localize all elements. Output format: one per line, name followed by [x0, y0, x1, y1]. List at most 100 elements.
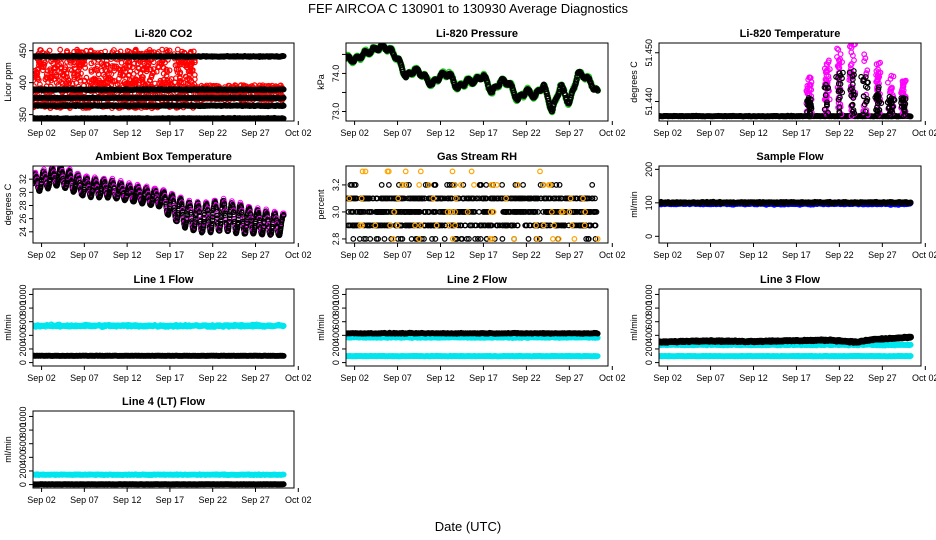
data-point	[93, 179, 100, 185]
data-point	[125, 80, 132, 87]
panel-frame	[32, 42, 295, 122]
data-point	[885, 79, 891, 86]
x-tick-label: Oct 02	[599, 128, 626, 138]
panel-frame	[345, 42, 609, 122]
data-point	[126, 72, 133, 79]
data-point	[147, 66, 154, 73]
data-point	[875, 60, 882, 67]
data-point	[805, 102, 812, 109]
data-point	[83, 173, 90, 179]
data-point	[847, 62, 854, 69]
data-point	[850, 91, 857, 98]
data-point	[807, 74, 813, 81]
data-point	[834, 112, 841, 119]
x-tick-label: Sep 02	[27, 128, 56, 138]
data-point	[109, 63, 116, 69]
plot-area	[33, 166, 287, 239]
data-point	[875, 84, 882, 90]
data-point	[825, 84, 831, 91]
data-point	[130, 70, 137, 77]
data-point	[69, 80, 76, 87]
data-point	[33, 69, 40, 76]
data-point	[874, 95, 881, 102]
data-point	[126, 63, 132, 69]
plot-area	[346, 43, 602, 116]
data-point	[82, 64, 89, 71]
data-point	[860, 93, 867, 99]
data-point	[172, 62, 179, 69]
x-tick-label: Sep 22	[512, 128, 541, 138]
panel-title: Li-820 Pressure	[436, 28, 518, 40]
data-point	[874, 110, 881, 117]
x-tick-label: Sep 02	[653, 128, 682, 138]
panel-frame	[658, 42, 922, 122]
x-tick-label: Sep 17	[156, 128, 185, 138]
data-point	[806, 82, 812, 89]
data-point	[280, 86, 287, 93]
data-point	[183, 62, 190, 69]
data-point	[852, 43, 858, 48]
data-point	[143, 63, 150, 70]
data-point	[902, 111, 909, 118]
data-point	[188, 68, 194, 75]
data-point	[899, 78, 906, 85]
data-point	[38, 47, 44, 54]
data-point	[850, 52, 856, 59]
x-tick-label: Sep 27	[555, 128, 584, 138]
data-point	[280, 102, 287, 109]
x-tick-label: Sep 02	[340, 128, 369, 138]
x-tick-label: Sep 27	[868, 128, 897, 138]
data-point	[280, 94, 287, 101]
data-point	[135, 65, 142, 72]
data-point	[888, 72, 895, 79]
data-point	[836, 104, 843, 111]
data-point	[864, 84, 871, 91]
data-point	[573, 79, 580, 86]
data-point	[861, 58, 868, 64]
data-point	[58, 69, 64, 76]
data-point	[139, 76, 146, 83]
y-tick-label: 400	[18, 75, 28, 90]
data-point	[901, 106, 907, 113]
data-point	[898, 99, 904, 106]
data-point	[807, 85, 813, 92]
figure-xlabel: Date (UTC)	[435, 519, 501, 534]
data-point	[847, 43, 854, 50]
data-point	[92, 76, 99, 83]
data-point	[878, 100, 885, 106]
data-point	[176, 70, 183, 77]
data-point	[42, 76, 49, 83]
x-tick-label: Sep 12	[426, 128, 455, 138]
data-point	[887, 75, 894, 82]
data-point	[807, 110, 814, 117]
data-point	[850, 107, 857, 113]
data-point	[835, 88, 842, 95]
data-point	[79, 59, 86, 66]
x-tick-label: Sep 22	[198, 128, 227, 138]
data-point	[96, 79, 103, 86]
data-point	[835, 80, 842, 87]
data-point	[67, 171, 74, 177]
data-point	[846, 69, 853, 76]
data-point	[907, 113, 914, 120]
data-point	[876, 107, 882, 114]
data-point	[126, 59, 132, 66]
data-point	[822, 69, 829, 76]
data-point	[147, 77, 154, 84]
data-point	[121, 65, 128, 72]
data-point	[835, 96, 842, 103]
data-point	[88, 60, 95, 67]
data-point	[826, 87, 832, 94]
data-point	[112, 78, 119, 85]
data-point	[877, 69, 884, 76]
data-point	[63, 79, 70, 85]
x-tick-label: Sep 12	[113, 128, 142, 138]
data-point	[808, 86, 815, 93]
data-point	[57, 46, 64, 53]
data-point	[35, 75, 41, 82]
data-point	[848, 102, 855, 109]
data-point	[280, 53, 287, 59]
